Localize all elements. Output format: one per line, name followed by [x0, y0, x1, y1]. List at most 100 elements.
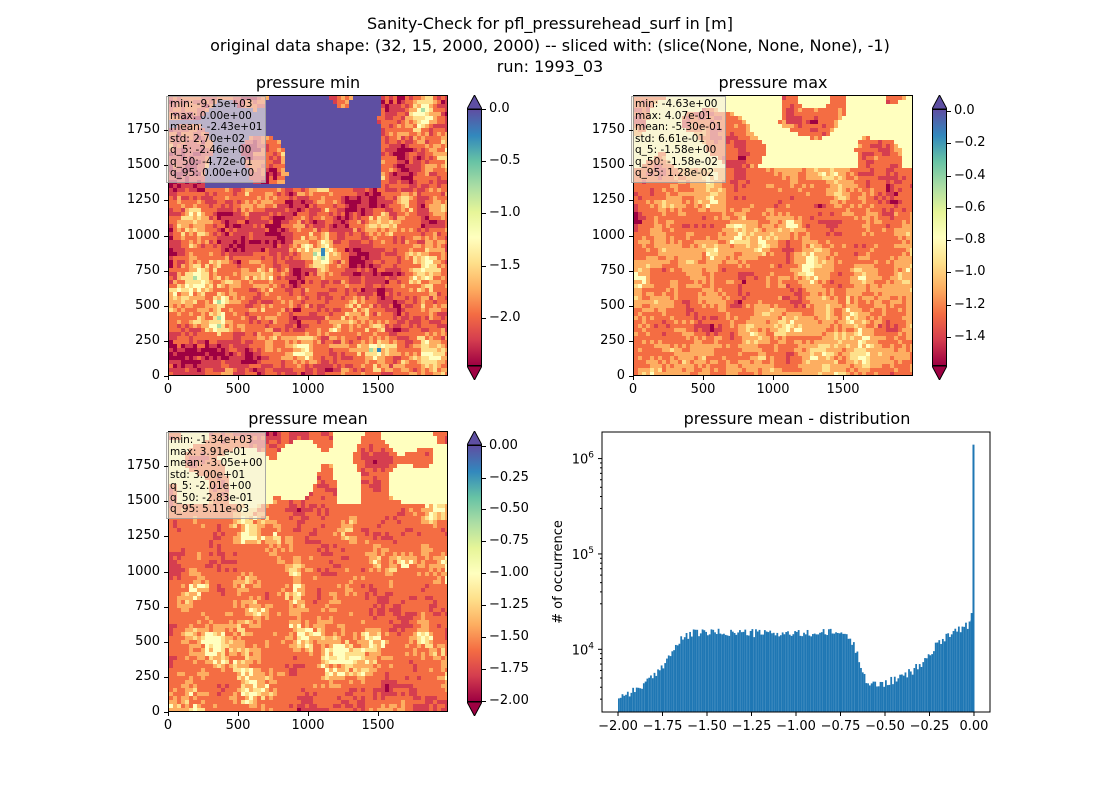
x-tick-label: 500: [225, 718, 251, 733]
histogram-bar: [699, 633, 702, 712]
stats-line: q_5: -2.01e+00: [170, 480, 252, 492]
x-tick-label: −1.75: [643, 719, 683, 734]
histogram-bar: [883, 686, 885, 712]
histogram-bar: [778, 636, 780, 712]
colorbar-tick-label: −1.50: [489, 628, 529, 644]
stats-box-pressure-mean: min: -1.34e+03 max: 3.91e-01 mean: -3.05e+…: [166, 432, 267, 519]
histogram-bar: [950, 634, 953, 712]
histogram-bar: [707, 635, 709, 712]
histogram-bar: [749, 630, 752, 712]
histogram-bar: [680, 636, 683, 712]
colorbar-pressure-max: [932, 109, 947, 366]
y-tick-label: 500: [600, 297, 625, 313]
histogram-bar: [822, 629, 825, 712]
histogram-bar: [676, 645, 679, 712]
histogram-bar: [678, 643, 681, 712]
histogram-bar: [895, 681, 898, 712]
histogram-bar: [861, 672, 864, 712]
y-tick-label: 0: [616, 368, 625, 383]
colorbar-tick-label: −2.0: [489, 309, 521, 325]
histogram-bar: [666, 658, 668, 712]
y-tick-label: 105: [572, 546, 594, 563]
histogram-bar: [724, 634, 727, 712]
colorbar-tick-mark: [482, 605, 486, 607]
histogram-bar: [966, 628, 969, 712]
histogram-bar: [642, 683, 645, 712]
x-tick-label: −1.00: [776, 719, 816, 734]
x-tick-label: 500: [225, 382, 251, 397]
histogram-bar: [835, 632, 837, 712]
colorbar-tick-label: 0.0: [489, 101, 510, 116]
x-tick-label: −1.50: [687, 719, 727, 734]
colorbar-tick-mark: [482, 161, 486, 163]
histogram-bar: [648, 677, 651, 712]
histogram-bar: [931, 654, 934, 712]
stats-line: q_50: -1.58e-02: [635, 155, 718, 168]
colorbar-tick-mark: [947, 111, 951, 113]
colorbar-tick-label: −1.4: [954, 328, 986, 344]
colorbar-pressure-min: [467, 109, 482, 366]
histogram-bar: [812, 634, 814, 712]
x-tick-mark: [168, 376, 169, 380]
y-tick-label: 250: [135, 668, 160, 684]
histogram-bar: [669, 656, 672, 712]
histogram-bar: [899, 674, 902, 712]
x-tick-label: 0: [628, 382, 638, 397]
colorbar-tick-label: −1.0: [489, 205, 521, 221]
histogram-bar: [694, 629, 697, 712]
stats-box-pressure-min: min: -9.15e+03 max: 0.00e+00 mean: -2.43e+…: [166, 96, 267, 183]
histogram-title: pressure mean - distribution: [683, 409, 911, 428]
histogram-bar: [744, 629, 747, 712]
histogram-bar: [847, 638, 850, 712]
histogram-bar: [728, 635, 731, 712]
histogram-bar: [863, 673, 866, 712]
histogram-bar: [938, 640, 941, 712]
histogram-bar: [682, 639, 684, 712]
histogram-bar: [945, 633, 948, 712]
colorbar-tick-mark: [947, 304, 951, 306]
colorbar-tick-label: −1.00: [489, 565, 529, 581]
y-tick-label: 0: [151, 704, 160, 719]
stats-line: q_95: 5.11e-03: [170, 503, 250, 515]
histogram-bar: [762, 634, 764, 712]
stats-line: q_95: 1.28e-02: [635, 167, 715, 179]
histogram-bar: [639, 688, 642, 712]
histogram-bar: [692, 629, 695, 712]
histogram-bar: [961, 626, 964, 712]
histogram-bar: [772, 632, 775, 712]
histogram-bar: [965, 622, 967, 712]
histogram-bar: [856, 651, 859, 712]
histogram-bar: [767, 632, 770, 712]
histogram-bar: [740, 632, 743, 712]
histogram-bar: [674, 644, 677, 712]
y-tick-mark: [629, 130, 633, 132]
histogram-bar: [849, 638, 852, 712]
x-tick-label: −1.25: [732, 719, 772, 734]
colorbar-tick-mark: [947, 175, 951, 177]
histogram-bar: [927, 654, 930, 712]
histogram-bar: [865, 683, 868, 712]
histogram-bar: [929, 655, 932, 712]
histogram-bar: [868, 685, 871, 712]
histogram-bar: [739, 630, 741, 712]
histogram-bar: [876, 686, 878, 712]
histogram-bar: [925, 658, 928, 712]
y-tick-label: 1250: [126, 528, 160, 544]
histogram-bar: [922, 662, 925, 712]
histogram-bar: [626, 691, 629, 712]
stats-line: max: 3.91e-01: [170, 445, 247, 458]
y-tick-label: 250: [600, 332, 625, 348]
histogram-bar: [851, 644, 853, 712]
colorbar-extend-max: [467, 95, 482, 109]
y-tick-mark: [164, 305, 168, 307]
colorbar-tick-label: −1.0: [954, 264, 986, 280]
colorbar-extend-max: [467, 431, 482, 445]
histogram-bar: [730, 629, 732, 712]
histogram-bar: [897, 678, 900, 712]
x-tick-label: −0.25: [910, 719, 950, 734]
colorbar-tick-mark: [482, 109, 486, 110]
x-tick-label: 1000: [291, 718, 325, 733]
colorbar-tick-mark: [482, 213, 486, 215]
histogram-bar: [733, 632, 736, 712]
colorbar-tick-mark: [482, 477, 486, 479]
